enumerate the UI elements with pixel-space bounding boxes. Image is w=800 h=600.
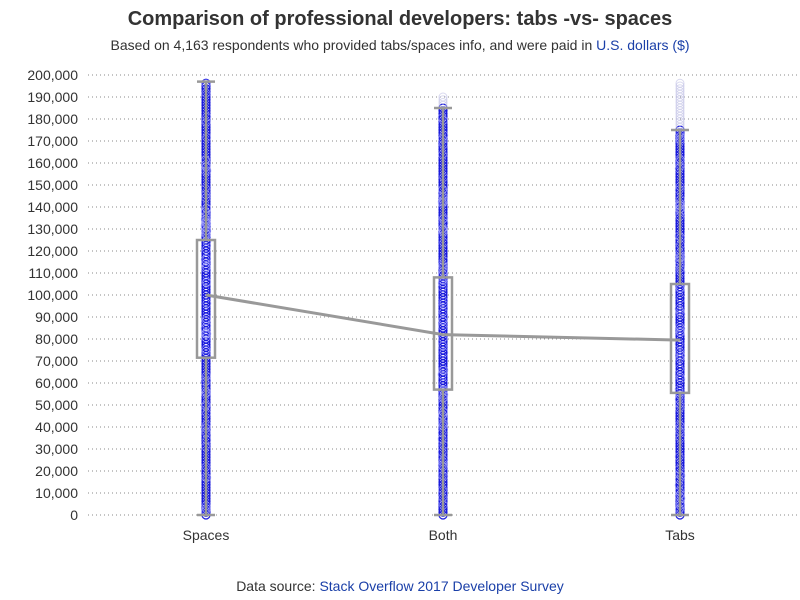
outlier-point (438, 92, 448, 102)
data-point (439, 296, 449, 306)
data-source-link[interactable]: Stack Overflow 2017 Developer Survey (319, 578, 564, 594)
data-point (439, 379, 449, 388)
y-tick-label: 20,000 (35, 463, 78, 479)
x-tick-label: Both (429, 527, 458, 543)
data-point (439, 365, 449, 375)
data-point (201, 263, 210, 273)
data-point (201, 344, 211, 354)
x-tick-label: Tabs (665, 527, 695, 543)
data-point (201, 259, 210, 269)
y-tick-label: 190,000 (27, 89, 78, 105)
data-point (201, 347, 211, 357)
y-tick-label: 200,000 (27, 67, 78, 83)
data-point (438, 341, 448, 351)
data-point (202, 314, 212, 323)
data-point (676, 293, 686, 303)
data-point (675, 328, 685, 338)
data-point (201, 244, 211, 254)
footer-text: Data source: (236, 578, 320, 594)
subtitle-text: Based on 4,163 respondents who provided … (110, 37, 597, 53)
box-iqr (195, 238, 217, 359)
data-point (201, 329, 210, 339)
y-tick-label: 170,000 (27, 133, 78, 149)
data-point (202, 254, 212, 264)
outlier-point (675, 84, 685, 94)
y-tick-label: 30,000 (35, 441, 78, 457)
y-axis: 0 10,000 20,000 30,000 40,000 50,000 60,000 70,… (27, 67, 78, 523)
chart-title: Comparison of professional developers: t… (127, 8, 673, 30)
currency-link[interactable]: U.S. dollars ($) (596, 37, 690, 53)
median-line (205, 293, 681, 342)
x-tick-label: Spaces (183, 527, 230, 543)
outlier-point (438, 95, 448, 105)
y-tick-label: 150,000 (27, 177, 78, 193)
y-tick-label: 10,000 (35, 485, 78, 501)
y-tick-label: 90,000 (35, 309, 78, 325)
data-point (201, 333, 211, 343)
data-point (676, 351, 686, 361)
data-point (200, 255, 210, 265)
data-point (438, 307, 448, 317)
data-point (439, 348, 449, 357)
data-point (676, 309, 686, 319)
outlier-point (675, 81, 685, 91)
data-point (675, 322, 685, 332)
data-point (437, 282, 447, 292)
data-point (437, 278, 447, 288)
data-point (675, 347, 685, 357)
y-tick-label: 110,000 (28, 265, 78, 281)
y-tick-label: 60,000 (35, 375, 78, 391)
y-tick-label: 120,000 (27, 243, 78, 259)
y-tick-label: 160,000 (27, 155, 78, 171)
y-tick-label: 80,000 (35, 331, 78, 347)
chart-subtitle: Based on 4,163 respondents who provided … (0, 37, 800, 53)
y-tick-label: 70,000 (35, 353, 78, 369)
data-source: Data source: Stack Overflow 2017 Develop… (0, 578, 800, 594)
y-tick-label: 130,000 (27, 221, 78, 237)
y-tick-label: 50,000 (35, 397, 78, 413)
data-point (674, 304, 684, 314)
outlier-point (675, 78, 685, 88)
y-tick-label: 140,000 (27, 199, 78, 215)
outlier-point (438, 98, 448, 107)
data-point (676, 324, 686, 334)
y-tick-label: 40,000 (35, 419, 78, 435)
data-point (202, 299, 212, 308)
data-point (437, 370, 447, 380)
data-point (675, 372, 685, 382)
box-group (195, 80, 691, 517)
x-axis: Spaces Both Tabs (183, 527, 695, 543)
data-point (438, 322, 448, 331)
y-tick-label: 0 (70, 507, 78, 523)
data-point (202, 277, 212, 287)
y-tick-label: 100,000 (27, 287, 78, 303)
y-tick-label: 180,000 (27, 111, 78, 127)
